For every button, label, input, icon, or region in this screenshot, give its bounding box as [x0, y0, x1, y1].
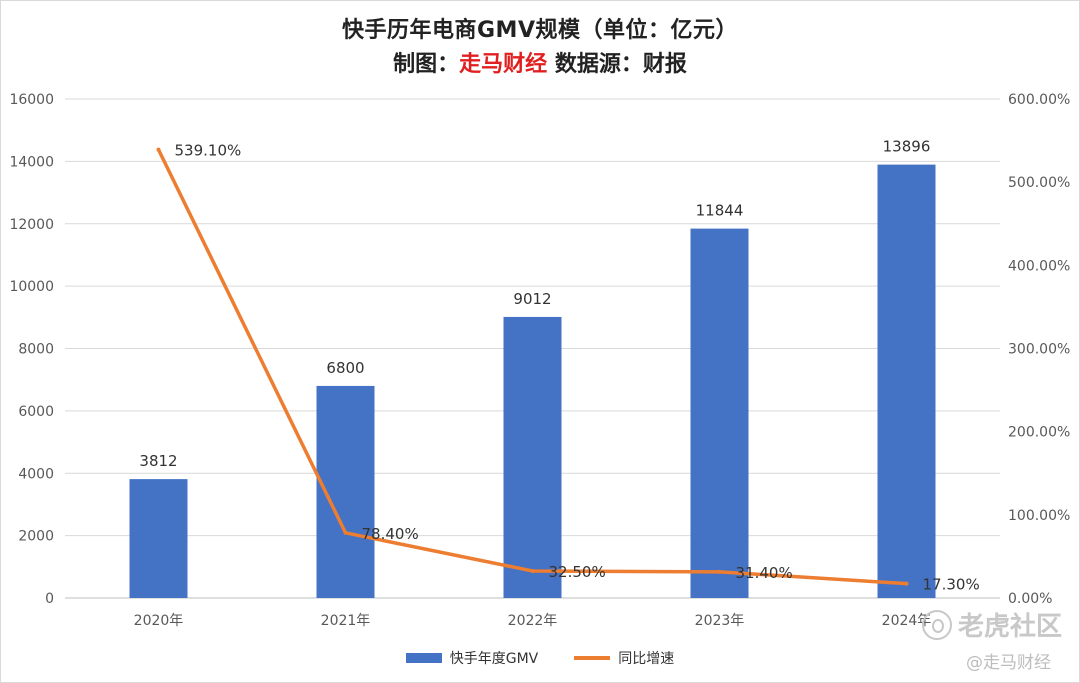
- growth-point: [530, 568, 535, 573]
- right-tick-label: 100.00%: [1008, 508, 1070, 524]
- gmv-bar: [503, 316, 562, 598]
- chart-title: 快手历年电商GMV规模（单位：亿元）: [342, 18, 738, 43]
- legend-label-growth: 同比增速: [618, 651, 675, 667]
- gmv-bar-label: 13896: [883, 138, 931, 156]
- legend-swatch-line: [574, 656, 611, 660]
- bar-data-labels: 3812 6800 9012 11844 13896: [139, 138, 930, 470]
- growth-point: [717, 569, 722, 574]
- left-tick-label: 0: [45, 591, 54, 607]
- growth-point-label: 17.30%: [923, 576, 980, 594]
- legend-label-gmv: 快手年度GMV: [449, 651, 539, 667]
- subtitle-suffix: 数据源：财报: [547, 52, 687, 77]
- left-tick-label: 10000: [9, 279, 54, 295]
- left-tick-label: 6000: [18, 404, 54, 420]
- legend-item-growth: 同比增速: [574, 648, 674, 668]
- growth-point-label: 32.50%: [549, 563, 606, 581]
- right-tick-label: 500.00%: [1008, 175, 1070, 191]
- x-tick-label: 2024年: [882, 613, 932, 629]
- gmv-bar: [877, 164, 936, 598]
- legend: 快手年度GMV 同比增速: [0, 648, 1080, 668]
- left-tick-label: 8000: [18, 342, 54, 358]
- x-tick-label: 2023年: [695, 613, 745, 629]
- gmv-bar-label: 9012: [513, 290, 551, 308]
- subtitle-prefix: 制图：: [393, 52, 460, 77]
- gmv-bar-label: 3812: [139, 452, 177, 470]
- line-series: [156, 147, 909, 586]
- subtitle-brand: 走马财经: [459, 52, 548, 77]
- right-tick-label: 600.00%: [1008, 92, 1070, 108]
- x-tick-label: 2020年: [134, 613, 184, 629]
- left-tick-label: 12000: [9, 217, 54, 233]
- watermark-handle: @走马财经: [966, 653, 1051, 673]
- left-tick-label: 14000: [9, 154, 54, 170]
- gmv-bar: [129, 479, 188, 598]
- line-data-labels: 539.10% 78.40% 32.50% 31.40% 17.30%: [175, 142, 980, 594]
- right-tick-label: 0.00%: [1008, 591, 1052, 607]
- growth-point: [904, 581, 909, 586]
- growth-point: [156, 147, 161, 152]
- growth-point: [343, 530, 348, 535]
- right-tick-label: 300.00%: [1008, 342, 1070, 358]
- tiger-logo-icon: [922, 609, 952, 640]
- chart-subtitle: 制图：走马财经 数据源：财报: [0, 46, 1080, 78]
- bar-series: [129, 164, 936, 599]
- growth-point-label: 78.40%: [362, 525, 419, 543]
- x-tick-label: 2022年: [508, 613, 558, 629]
- left-tick-label: 4000: [18, 466, 54, 482]
- left-tick-label: 16000: [9, 92, 54, 108]
- right-axis-ticks: 0.00% 100.00% 200.00% 300.00% 400.00% 500.00%…: [1008, 92, 1070, 607]
- x-tick-label: 2021年: [321, 613, 371, 629]
- watermark-site: 老虎社区: [922, 606, 1062, 643]
- watermark-site-text: 老虎社区: [958, 612, 1063, 642]
- legend-swatch-bar: [405, 653, 442, 663]
- left-tick-label: 2000: [18, 529, 54, 545]
- growth-point-label: 31.40%: [736, 564, 793, 582]
- x-axis-ticks: 2020年 2021年 2022年 2023年 2024年: [134, 613, 932, 629]
- right-tick-label: 400.00%: [1008, 258, 1070, 274]
- right-tick-label: 200.00%: [1008, 425, 1070, 441]
- legend-item-gmv: 快手年度GMV: [405, 648, 539, 668]
- gmv-bar: [690, 228, 749, 599]
- gmv-bar-label: 6800: [326, 359, 364, 377]
- gmv-bar-label: 11844: [696, 202, 744, 220]
- left-axis-ticks: 0 2000 4000 6000 8000 10000 12000 14000 16000: [9, 92, 54, 607]
- growth-point-label: 539.10%: [175, 142, 242, 160]
